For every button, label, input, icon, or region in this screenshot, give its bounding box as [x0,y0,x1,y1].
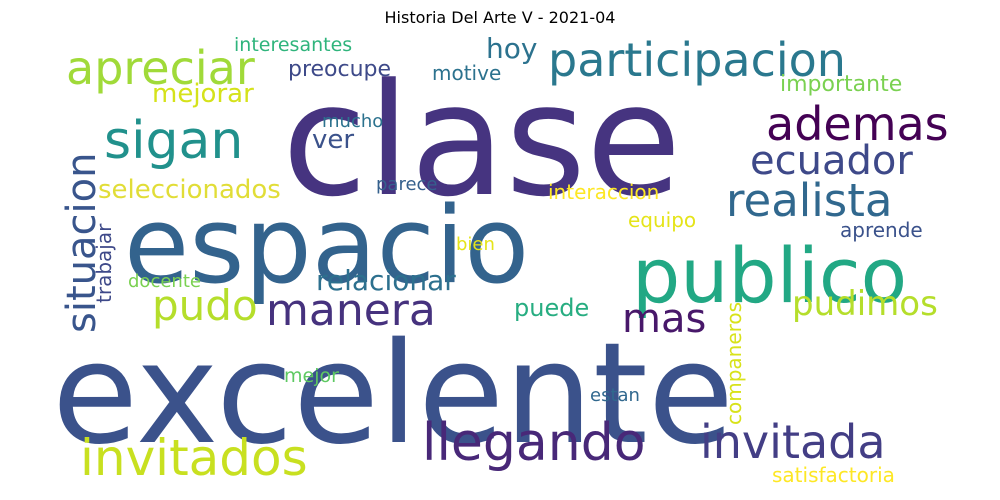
word-satisfactoria: satisfactoria [772,463,895,487]
word-docente: docente [128,271,201,292]
word-llegando: llegando [422,413,646,473]
word-clase: clase [282,50,682,231]
word-trabajar: trabajar [92,223,116,303]
word-participacion: participacion [548,33,846,87]
word-sigan: sigan [104,111,244,171]
word-relacionar: relacionar [316,264,456,297]
word-pudimos: pudimos [792,284,938,324]
word-motive: motive [432,61,502,85]
word-ademas: ademas [766,97,949,151]
word-mas: mas [622,296,707,342]
word-preocupe: preocupe [288,57,392,82]
word-seleccionados: seleccionados [98,175,281,205]
word-excelente: excelente [52,313,734,476]
word-aprende: aprende [840,218,923,242]
word-realista: realista [726,174,893,227]
word-bien: bien [456,234,495,255]
word-importante: importante [780,72,903,97]
word-cloud: clase espacio excelente publico particip… [50,33,950,488]
word-mejor: mejor [284,365,339,387]
word-companeros: companeros [722,301,746,425]
word-pudo: pudo [152,281,258,330]
chart-title: Historia Del Arte V - 2021-04 [384,8,616,27]
word-publico: publico [632,231,908,320]
word-interesantes: interesantes [234,34,353,56]
word-ver: ver [312,125,355,155]
word-parece: parece [376,174,438,195]
word-invitada: invitada [700,415,886,469]
word-manera: manera [266,285,436,336]
word-mejorar: mejorar [152,79,254,109]
word-interaccion: interaccion [548,180,660,204]
word-puede: puede [514,294,590,322]
word-apreciar: apreciar [66,41,255,95]
word-mucho: mucho [322,111,384,132]
word-ecuador: ecuador [750,138,913,184]
word-invitados: invitados [80,429,308,487]
word-hoy: hoy [486,33,538,65]
word-equipo: equipo [628,208,697,232]
word-espacio: espacio [124,184,530,307]
word-estan: estan [590,385,640,406]
